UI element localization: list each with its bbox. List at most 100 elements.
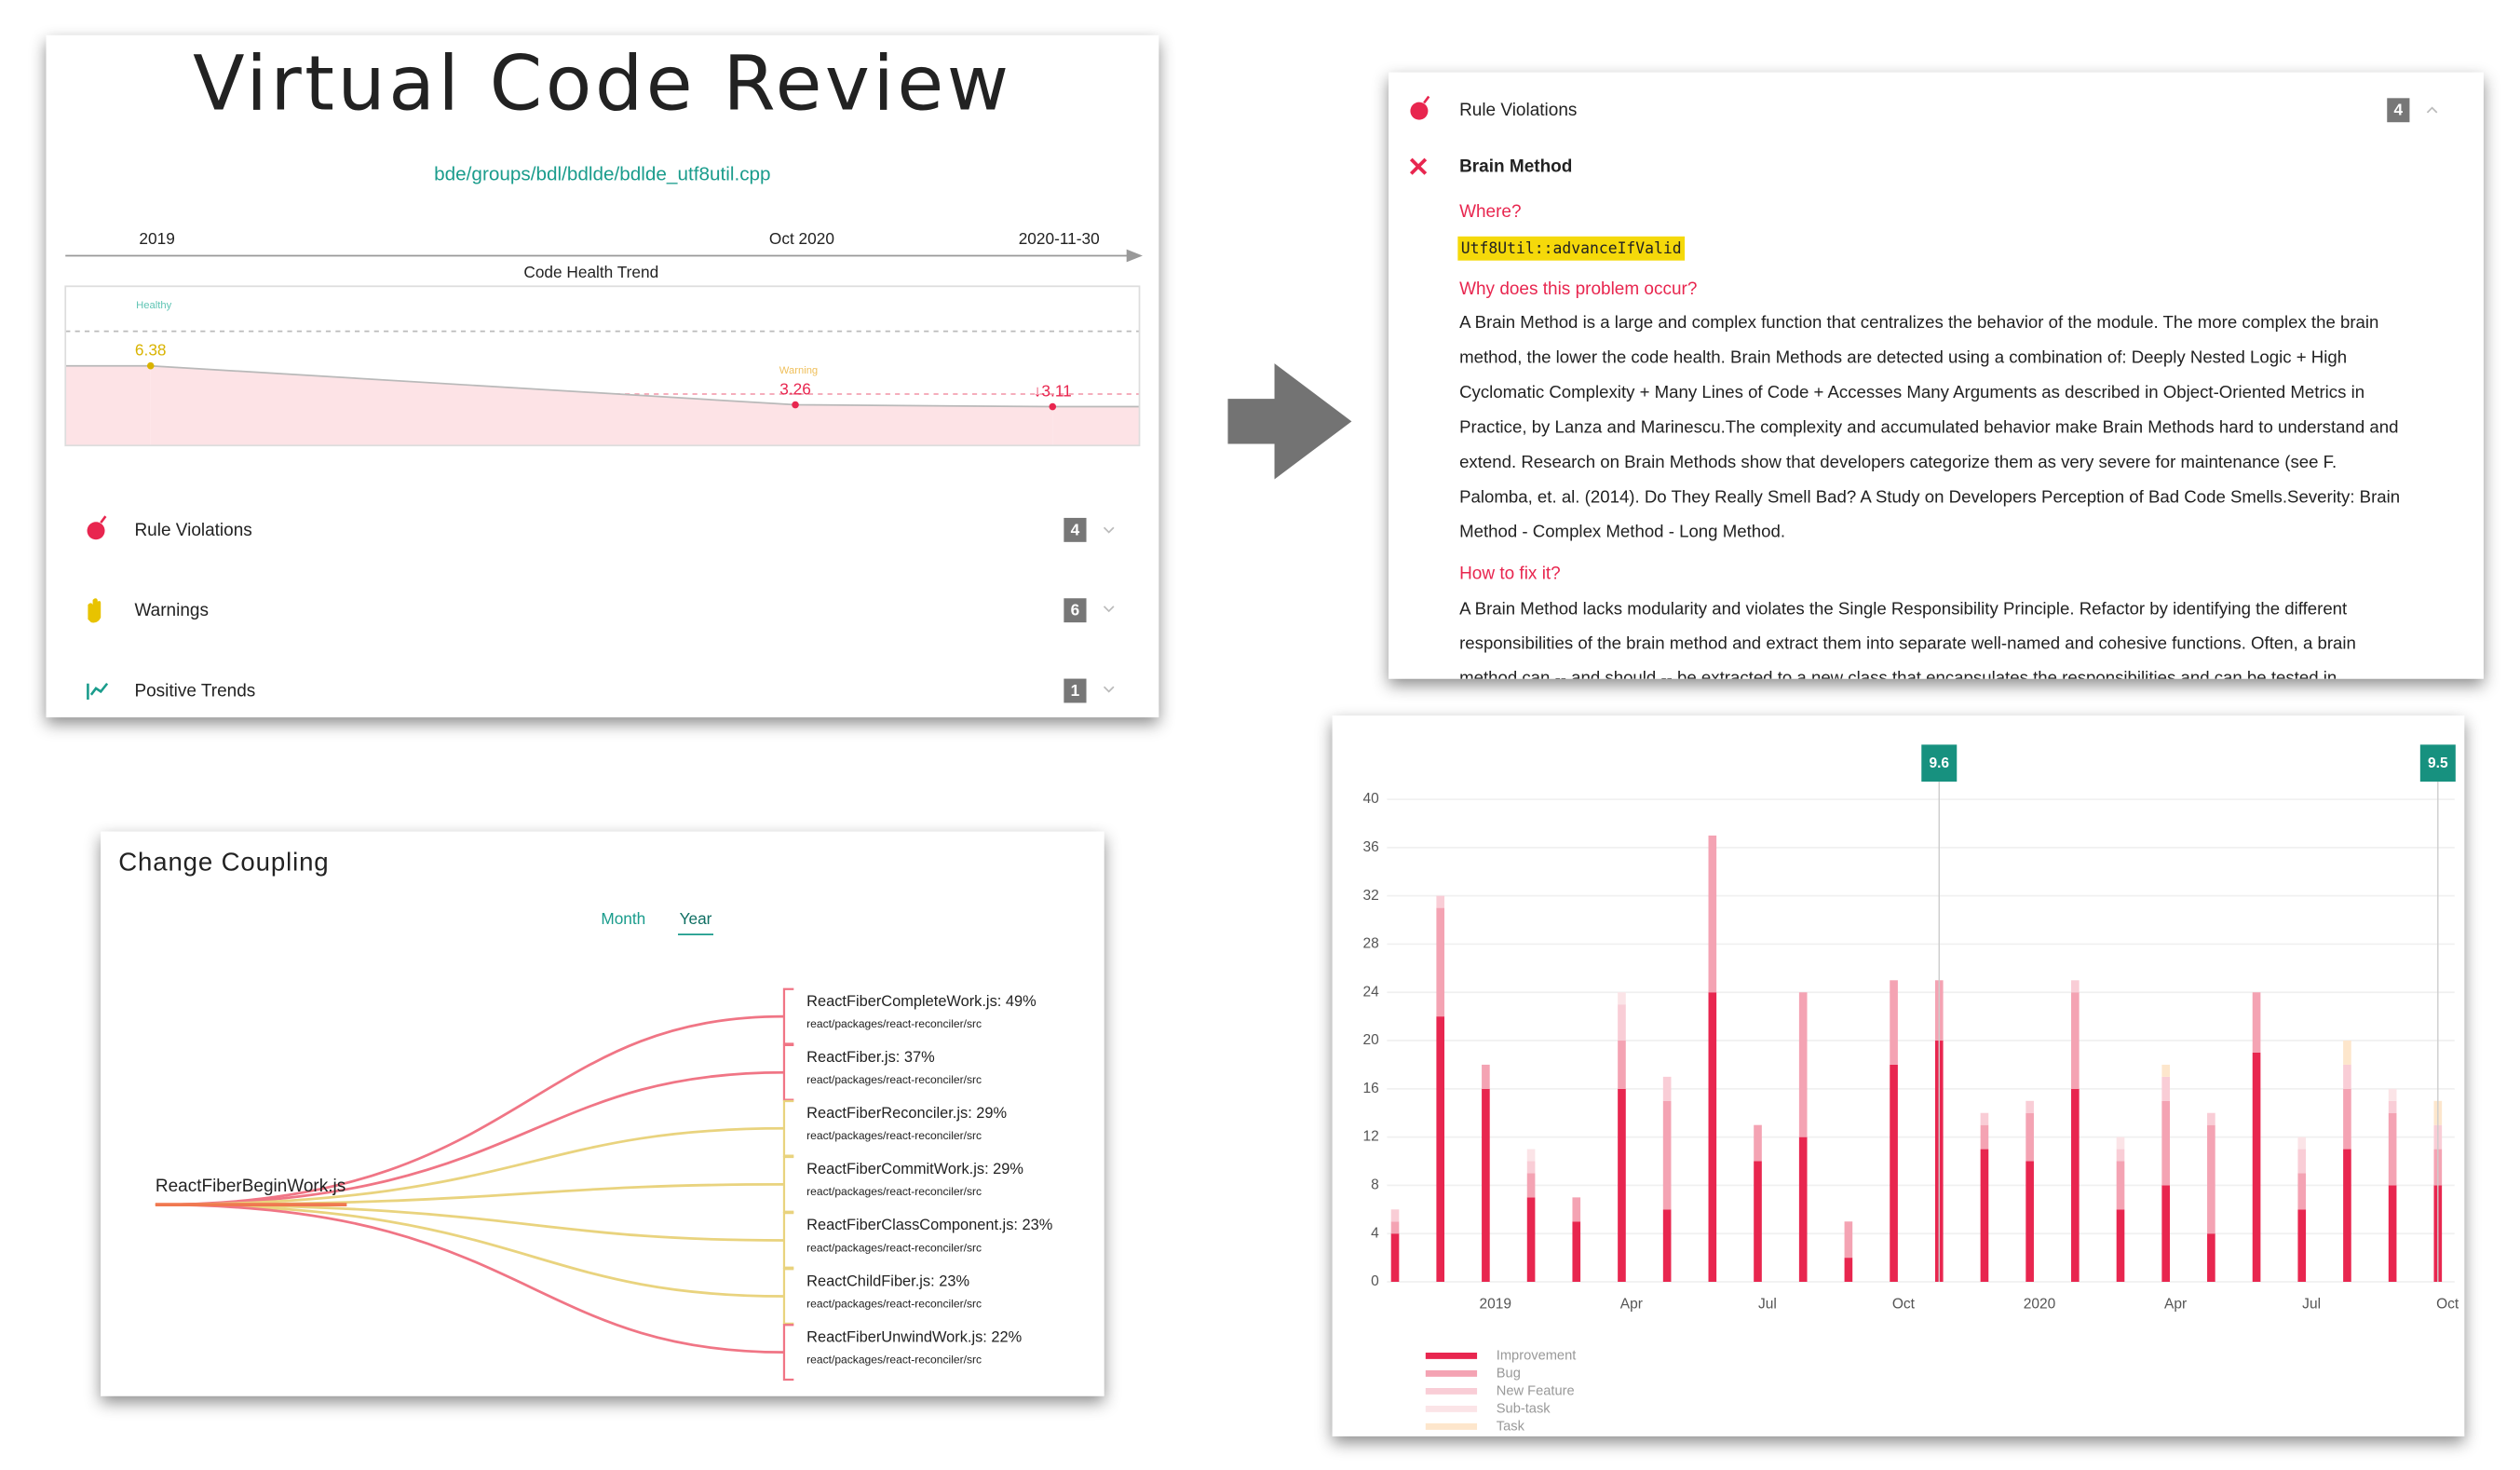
finding-label[interactable]: Positive Trends [134, 681, 255, 701]
bar-segment [2207, 1124, 2215, 1234]
bar-segment [1980, 1149, 1989, 1283]
annotation: Healthy [136, 300, 171, 311]
paragraph-line: A Brain Method is a large and complex fu… [1459, 312, 2378, 332]
bar-segment [2207, 1112, 2215, 1125]
x-tick-label: Oct [2436, 1296, 2459, 1312]
target-path: react/packages/react-reconciler/src [806, 1241, 982, 1254]
legend-label: Bug [1497, 1366, 1521, 1381]
chevrons [1103, 526, 1115, 693]
count-badge [1064, 517, 1087, 542]
target-path: react/packages/react-reconciler/src [806, 1185, 982, 1198]
bracket [782, 1099, 794, 1157]
bar-segment [2388, 1185, 2397, 1283]
bar-segment [2025, 1112, 2034, 1162]
coupling-curve [155, 1203, 784, 1242]
target-label[interactable]: ReactFiberClassComponent.js: 23% [806, 1217, 1052, 1233]
coupling-title: Change Coupling [118, 847, 329, 876]
bar-segment [1526, 1173, 1536, 1198]
target-path: react/packages/react-reconciler/src [806, 1129, 982, 1142]
finding-count: 6 [1071, 601, 1080, 619]
bar-segment [2297, 1137, 2307, 1150]
bar-segment [1618, 992, 1626, 1005]
bar-segment [1708, 992, 1717, 1283]
tab[interactable]: Year [680, 909, 712, 928]
bomb-icon [1410, 102, 1429, 120]
target-label[interactable]: ReactFiberUnwindWork.js: 22% [806, 1328, 1022, 1345]
legend-label: Improvement [1497, 1348, 1577, 1363]
target-label[interactable]: ReactFiberCompleteWork.js: 49% [806, 993, 1036, 1010]
bar-segment [2161, 1100, 2171, 1186]
chevron[interactable] [1103, 606, 1115, 613]
target-label[interactable]: ReactFiber.js: 37% [806, 1049, 935, 1066]
legend-label: Sub-task [1497, 1401, 1551, 1416]
generated: Rule Violations 4 Warnings 6 Positive Trends… [64, 229, 2459, 1434]
hand-icon [88, 598, 102, 623]
bar-segment [2252, 992, 2261, 1053]
arrow [1227, 363, 1352, 480]
x-tick-label: Jul [1758, 1296, 1777, 1312]
y-tick-label: 8 [1371, 1177, 1379, 1193]
bomb-fuse [100, 515, 107, 524]
bar-segment [2116, 1137, 2125, 1150]
y-tick-label: 40 [1362, 791, 1379, 807]
chevron[interactable] [2426, 106, 2438, 114]
annotation: Warning [779, 365, 818, 376]
bar-segment [1618, 1088, 1626, 1283]
bracket [782, 1324, 794, 1382]
code: Utf8Util::advanceIfValid [1461, 239, 1682, 257]
finding-label[interactable]: Rule Violations [134, 521, 251, 540]
bar-segment [1390, 1233, 1400, 1283]
target-label[interactable]: ReactFiberCommitWork.js: 29% [806, 1161, 1023, 1177]
timeline-arrow [1126, 249, 1143, 263]
paragraph-line: method, the lower the code health. Brain… [1459, 347, 2347, 366]
target-label[interactable]: ReactChildFiber.js: 23% [806, 1273, 969, 1289]
file-link[interactable]: bde/groups/bdl/bdlde/bdlde_utf8util.cpp [434, 164, 770, 185]
chevron[interactable] [1103, 686, 1115, 693]
chart-title: Code Health Trend [523, 263, 658, 281]
y-tick-label: 16 [1362, 1081, 1378, 1096]
bar-segment [2388, 1100, 2397, 1113]
bar-segment [1436, 895, 1445, 908]
bar-segment [1754, 1124, 1762, 1162]
bar-segment [2297, 1149, 2307, 1174]
y-tick-label: 32 [1362, 888, 1378, 904]
bar-segment [2343, 1088, 2351, 1150]
bar-segment [1436, 1016, 1445, 1283]
paragraph-line: A Brain Method lacks modularity and viol… [1459, 598, 2348, 618]
target-path: react/packages/react-reconciler/src [806, 1353, 982, 1366]
bar-segment [2343, 1041, 2351, 1065]
tab[interactable]: Month [601, 909, 645, 928]
bar-segment [1618, 1041, 1626, 1089]
bar-segment [2161, 1076, 2171, 1101]
bracket [782, 1211, 794, 1269]
bracket [782, 1043, 794, 1101]
chevron[interactable] [1103, 526, 1115, 534]
bar-segment [1798, 1137, 1808, 1283]
area-edge [1052, 406, 1140, 446]
bar-segment [2252, 1052, 2261, 1283]
y-tick-label: 0 [1371, 1273, 1379, 1289]
bar-segment [2207, 1233, 2215, 1283]
target-label[interactable]: ReactFiberReconciler.js: 29% [806, 1105, 1007, 1122]
bar-segment [2116, 1161, 2125, 1210]
target-path: react/packages/react-reconciler/src [806, 1073, 982, 1086]
count-badge [2387, 98, 2410, 123]
bar-segment [1390, 1209, 1400, 1222]
count: 4 [2394, 101, 2404, 119]
value-label: ↓3.11 [1034, 382, 1072, 401]
trend-icon [89, 682, 109, 696]
paragraph-line: Method - Complex Method - Long Method. [1459, 522, 1785, 541]
bar-segment [2071, 992, 2080, 1089]
bracket [782, 1155, 794, 1213]
x-tick-label: 2020 [2024, 1296, 2056, 1312]
bar-segment [1572, 1221, 1581, 1283]
bar-segment [2297, 1173, 2307, 1210]
rule-name: Brain Method [1459, 157, 1572, 177]
finding-label[interactable]: Warnings [134, 601, 208, 620]
bomb-fuse [1423, 95, 1430, 104]
value-label: 6.38 [135, 341, 167, 360]
source-label[interactable]: ReactFiberBeginWork.js [156, 1177, 345, 1196]
count-badge [1064, 678, 1087, 703]
